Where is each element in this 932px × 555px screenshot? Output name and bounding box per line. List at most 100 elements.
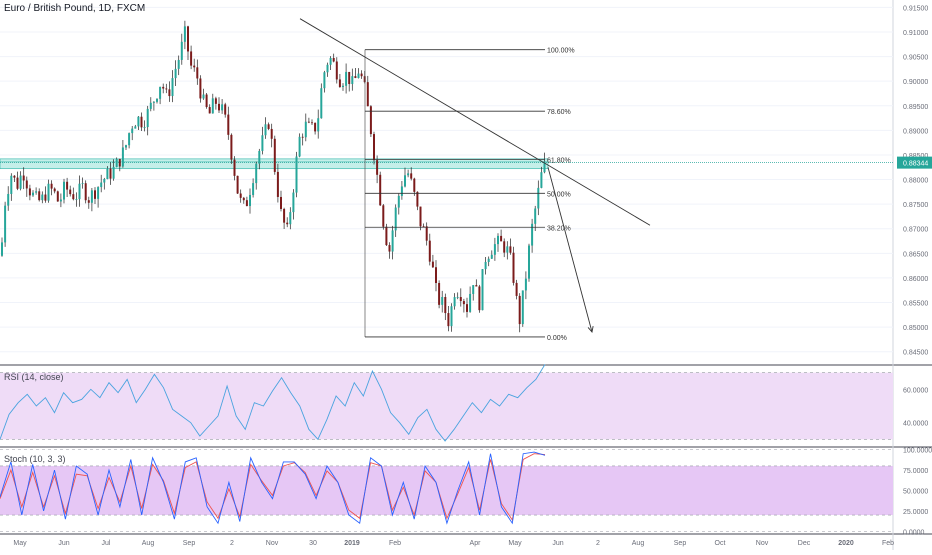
- price-tick-label: 0.86500: [903, 251, 928, 258]
- candle-body: [236, 175, 239, 194]
- candle-body: [90, 190, 93, 203]
- candle-body: [187, 26, 189, 52]
- fib-level-label: 61.80%: [547, 157, 571, 164]
- candle-body: [177, 59, 180, 69]
- candle-body: [115, 158, 118, 167]
- candle-body: [506, 246, 509, 253]
- candle-body: [63, 181, 65, 200]
- projection-arrow: [547, 167, 593, 333]
- price-tick-label: 0.85000: [903, 325, 928, 332]
- candle-body: [531, 223, 534, 246]
- time-tick-label: Jun: [552, 540, 563, 547]
- candle-body: [199, 78, 202, 99]
- candle-body: [394, 207, 397, 231]
- candle-body: [497, 235, 499, 245]
- candle-body: [283, 208, 286, 223]
- price-tick-label: 0.87500: [903, 202, 928, 209]
- candle-body: [335, 61, 338, 80]
- candle-body: [140, 116, 143, 128]
- candle-body: [214, 98, 217, 104]
- candle-body: [165, 88, 168, 90]
- candle-body: [10, 175, 13, 194]
- candle-body: [171, 78, 174, 97]
- price-tick-label: 0.90500: [903, 55, 928, 62]
- candle-body: [264, 124, 267, 136]
- candle-body: [261, 135, 264, 151]
- candle-body: [72, 194, 75, 200]
- candle-body: [298, 136, 301, 157]
- candle-body: [444, 296, 447, 314]
- candle-body: [490, 254, 493, 259]
- candle-body: [311, 122, 313, 124]
- time-tick-label: May: [13, 540, 27, 547]
- stoch-k-line: [0, 451, 546, 525]
- candle-body: [35, 191, 38, 193]
- candle-body: [360, 73, 363, 77]
- downtrend-line: [299, 18, 651, 226]
- candle-body: [280, 196, 282, 209]
- price-tick-label: 0.89500: [903, 104, 928, 111]
- candle-body: [22, 175, 25, 181]
- candle-body: [484, 261, 487, 270]
- candle-body: [252, 183, 255, 195]
- candle-body: [469, 293, 472, 312]
- candle-body: [493, 244, 496, 255]
- stoch-tick-label: 25.0000: [903, 509, 928, 516]
- candle-body: [156, 98, 158, 102]
- candle-body: [121, 147, 124, 167]
- candle-body: [524, 278, 527, 291]
- candle-body: [227, 114, 230, 135]
- candle-body: [534, 208, 537, 224]
- price-tick-label: 0.90000: [903, 79, 928, 86]
- candle-body: [419, 206, 422, 227]
- candle-body: [125, 145, 127, 148]
- candle-body: [267, 124, 270, 129]
- candle-body: [481, 269, 484, 311]
- candle-body: [258, 150, 261, 164]
- candle-body: [431, 261, 434, 268]
- candle-body: [239, 193, 242, 198]
- candle-body: [472, 285, 475, 294]
- candle-body: [44, 194, 47, 201]
- candle-body: [466, 304, 468, 312]
- price-tick-label: 0.88500: [903, 153, 928, 160]
- rsi-tick-label: 40.0000: [903, 421, 928, 428]
- candle-body: [19, 175, 22, 189]
- candle-body: [13, 175, 16, 178]
- candle-body: [369, 106, 372, 135]
- candle-body: [385, 226, 388, 246]
- candle-body: [456, 297, 459, 298]
- candle-body: [205, 94, 208, 108]
- time-tick-label: Jul: [102, 540, 111, 547]
- candle-body: [500, 235, 503, 242]
- candle-body: [211, 98, 214, 114]
- candle-body: [521, 290, 524, 325]
- price-tick-label: 0.84500: [903, 350, 928, 357]
- candle-body: [373, 134, 375, 161]
- candle-body: [397, 195, 400, 208]
- candle-body: [304, 121, 307, 138]
- time-tick-label: 2: [230, 540, 234, 547]
- price-tick-label: 0.91000: [903, 30, 928, 37]
- stoch-band: [0, 465, 893, 516]
- time-tick-label: Sep: [183, 540, 196, 547]
- candle-body: [78, 183, 81, 200]
- candle-body: [366, 82, 369, 107]
- candle-body: [202, 94, 205, 99]
- candle-body: [208, 107, 211, 114]
- symbol-title: Euro / British Pound, 1D, FXCM: [4, 3, 146, 14]
- candle-body: [134, 126, 137, 129]
- candle-body: [128, 133, 131, 146]
- fib-level-label: 78.60%: [547, 109, 571, 116]
- candle-body: [230, 134, 233, 160]
- candle-body: [146, 108, 149, 128]
- fib-level-label: 38.20%: [547, 225, 571, 232]
- rsi-line: [0, 364, 546, 442]
- candle-body: [400, 186, 403, 196]
- time-tick-label: 2019: [344, 540, 360, 547]
- candle-body: [25, 180, 28, 189]
- candle-body: [196, 67, 199, 79]
- candle-body: [38, 191, 41, 201]
